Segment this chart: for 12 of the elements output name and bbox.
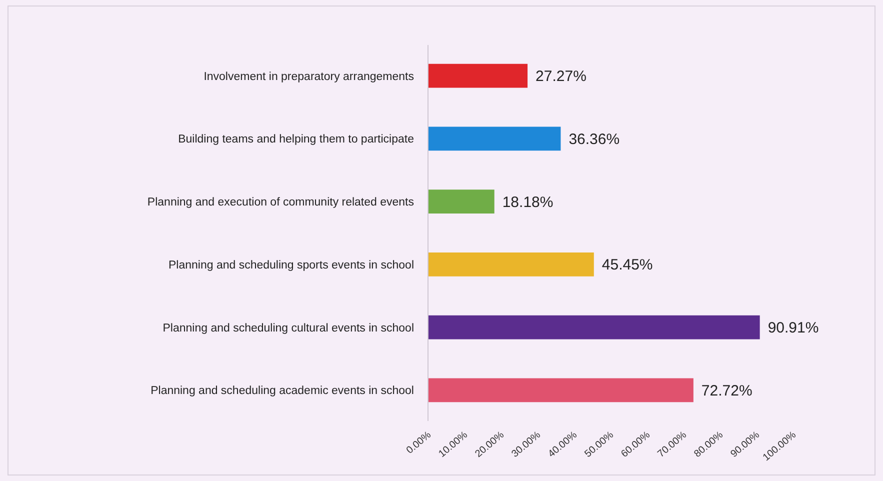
y-tick-label: Planning and scheduling sports events in school [168,259,414,272]
data-label: 27.27% [536,68,586,86]
y-tick-label: Planning and scheduling cultural events in school [162,322,414,334]
data-label: 36.36% [568,130,620,148]
y-tick-label: Building teams and helping them to participate [178,134,414,146]
y-tick-label: Planning and scheduling academic events in school [150,385,414,398]
data-label: 45.45% [602,256,653,274]
data-label: 18.18% [502,194,554,211]
data-label: 90.91% [768,320,819,337]
y-tick-label: Involvement in preparatory arrangements [204,70,414,83]
data-label: 72.72% [701,382,752,400]
y-tick-label: Planning and execution of community related events [147,196,414,209]
